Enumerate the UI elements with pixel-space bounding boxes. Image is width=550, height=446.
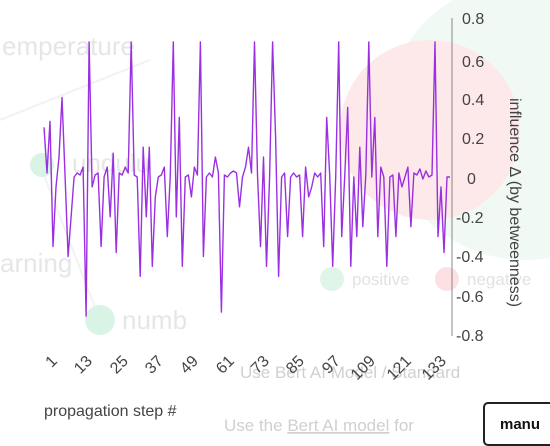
note-suffix: for	[389, 416, 414, 435]
manual-button[interactable]: manu	[483, 402, 550, 446]
y-tick-label: 0.2	[462, 131, 484, 148]
bert-model-link[interactable]: Bert AI model	[287, 416, 389, 435]
x-tick-label: 61	[213, 353, 238, 378]
x-axis-label: propagation step #	[44, 403, 177, 420]
background-edge	[39, 164, 101, 321]
background-word: arning	[0, 248, 72, 278]
legend-positive: positive	[352, 270, 410, 289]
y-tick-label: 0.4	[462, 92, 484, 109]
background-word: emperature	[2, 31, 135, 61]
y-tick-label: -0.4	[456, 249, 484, 266]
background-note: Use the Bert AI model for	[224, 416, 414, 435]
x-tick-label: 13	[71, 353, 96, 378]
x-tick-label: 37	[142, 353, 167, 378]
node-positive	[85, 305, 115, 335]
x-tick-label: 49	[177, 353, 202, 378]
background-note: Use Bert AI Model / Standard	[240, 363, 460, 382]
background-graph: emperature undulu arning numb positive n…	[0, 0, 550, 435]
x-tick-label: 1	[43, 353, 61, 371]
legend-negative-swatch	[435, 267, 459, 291]
y-tick-label: 0	[467, 171, 476, 188]
series-line	[43, 41, 450, 317]
y-axis-ticks: 0.8 0.6 0.4 0.2 0 -0.2 -0.4 -0.6 -0.8	[456, 11, 484, 345]
negative-region	[340, 40, 520, 220]
background-word: numb	[122, 305, 187, 335]
y-tick-label: -0.6	[456, 289, 484, 306]
y-tick-label: 0.8	[462, 11, 484, 28]
y-tick-label: -0.2	[456, 210, 484, 227]
background-word: undulu	[72, 148, 150, 178]
note-prefix: Use the	[224, 416, 287, 435]
y-tick-label: 0.6	[462, 54, 484, 71]
legend-negative: negative	[467, 270, 531, 289]
x-tick-label: 25	[107, 353, 132, 378]
y-axis-label: influence Δ (by betweenness)	[506, 98, 523, 307]
y-tick-label: -0.8	[456, 328, 484, 345]
background-edge	[0, 59, 151, 121]
legend-positive-swatch	[320, 267, 344, 291]
